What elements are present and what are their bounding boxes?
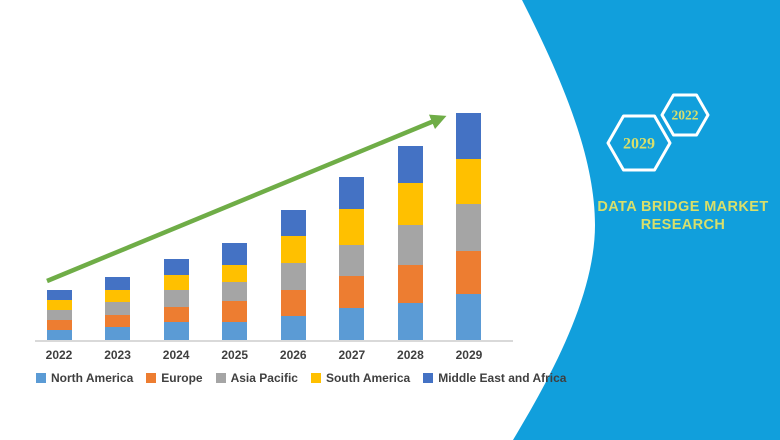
bar-2029 — [456, 113, 482, 341]
side-panel-background — [513, 0, 780, 440]
legend-swatch-icon — [310, 373, 321, 383]
legend-label: North America — [51, 371, 134, 385]
bar-segment-2022-south-america — [46, 300, 72, 310]
bar-segment-2026-middle-east-and-africa — [280, 210, 306, 236]
legend-item-south-america: South America — [310, 371, 411, 385]
bar-segment-2026-asia-pacific — [280, 263, 306, 290]
bar-segment-2026-south-america — [280, 236, 306, 263]
bar-segment-2025-north-america — [222, 322, 248, 341]
bar-segment-2024-north-america — [163, 322, 189, 341]
x-axis-label-2025: 2025 — [221, 348, 249, 362]
bar-segment-2022-north-america — [46, 330, 72, 341]
legend-swatch-icon — [146, 373, 157, 383]
legend-label: South America — [325, 371, 411, 385]
legend-item-asia-pacific: Asia Pacific — [215, 371, 298, 385]
bar-segment-2028-europe — [397, 265, 423, 303]
bar-segment-2023-europe — [105, 315, 131, 327]
bar-segment-2028-middle-east-and-africa — [397, 146, 423, 183]
x-axis-label-2029: 2029 — [455, 348, 483, 362]
bar-segment-2029-north-america — [456, 294, 482, 341]
legend-item-middle-east-and-africa: Middle East and Africa — [423, 371, 566, 385]
bar-2025 — [222, 243, 248, 341]
bar-2022 — [46, 290, 72, 341]
bar-segment-2027-north-america — [339, 308, 365, 341]
x-axis-label-2022: 2022 — [45, 348, 73, 362]
bar-segment-2027-south-america — [339, 209, 365, 245]
bar-segment-2022-middle-east-and-africa — [46, 290, 72, 300]
bar-segment-2022-asia-pacific — [46, 310, 72, 320]
legend-label: Asia Pacific — [230, 371, 298, 385]
bar-segment-2023-south-america — [105, 290, 131, 302]
chart-legend: North America Europe Asia Pacific South Ame… — [36, 371, 566, 385]
bar-segment-2029-south-america — [456, 159, 482, 204]
legend-item-north-america: North America — [36, 371, 133, 385]
bar-segment-2028-north-america — [397, 303, 423, 341]
bar-segment-2025-middle-east-and-africa — [222, 243, 248, 265]
x-axis-label-2027: 2027 — [338, 348, 366, 362]
x-axis-label-2028: 2028 — [397, 348, 424, 362]
legend-label: Middle East and Africa — [438, 371, 567, 385]
x-axis-label-2026: 2026 — [279, 348, 307, 362]
bar-segment-2024-south-america — [163, 275, 189, 290]
x-axis-line — [35, 340, 513, 342]
bar-segment-2027-asia-pacific — [339, 245, 365, 276]
bar-segment-2028-south-america — [397, 183, 423, 225]
stacked-bar-chart: 2022 2023 2024 2025 2026 2027 2028 2029 North A… — [35, 113, 566, 385]
bar-segment-2029-asia-pacific — [456, 204, 482, 251]
bar-2027 — [339, 177, 365, 341]
bar-2026 — [280, 210, 306, 341]
bar-2023 — [105, 277, 131, 341]
legend-label: Europe — [161, 371, 203, 385]
bar-segment-2026-europe — [280, 290, 306, 316]
bar-segment-2024-asia-pacific — [163, 290, 189, 307]
x-axis-label-2023: 2023 — [104, 348, 131, 362]
bar-segment-2022-europe — [46, 320, 72, 330]
x-axis-label-2024: 2024 — [162, 348, 190, 362]
bar-segment-2025-asia-pacific — [222, 282, 248, 301]
legend-swatch-icon — [423, 373, 434, 383]
bar-segment-2025-south-america — [222, 265, 248, 282]
bar-segment-2023-middle-east-and-africa — [105, 277, 131, 290]
bar-segment-2025-europe — [222, 301, 248, 322]
bar-segment-2024-middle-east-and-africa — [163, 259, 189, 275]
bar-2028 — [397, 146, 423, 341]
bar-2024 — [163, 259, 189, 341]
bar-segment-2027-middle-east-and-africa — [339, 177, 365, 209]
bar-segment-2028-asia-pacific — [397, 225, 423, 265]
legend-item-europe: Europe — [146, 371, 203, 385]
bar-segment-2023-north-america — [105, 327, 131, 341]
legend-swatch-icon — [215, 373, 226, 383]
bar-segment-2026-north-america — [280, 316, 306, 341]
bar-segment-2027-europe — [339, 276, 365, 308]
bar-segment-2024-europe — [163, 307, 189, 322]
bar-segment-2029-europe — [456, 251, 482, 294]
legend-swatch-icon — [36, 373, 46, 383]
bar-segment-2023-asia-pacific — [105, 302, 131, 315]
bar-segment-2029-middle-east-and-africa — [456, 113, 482, 159]
